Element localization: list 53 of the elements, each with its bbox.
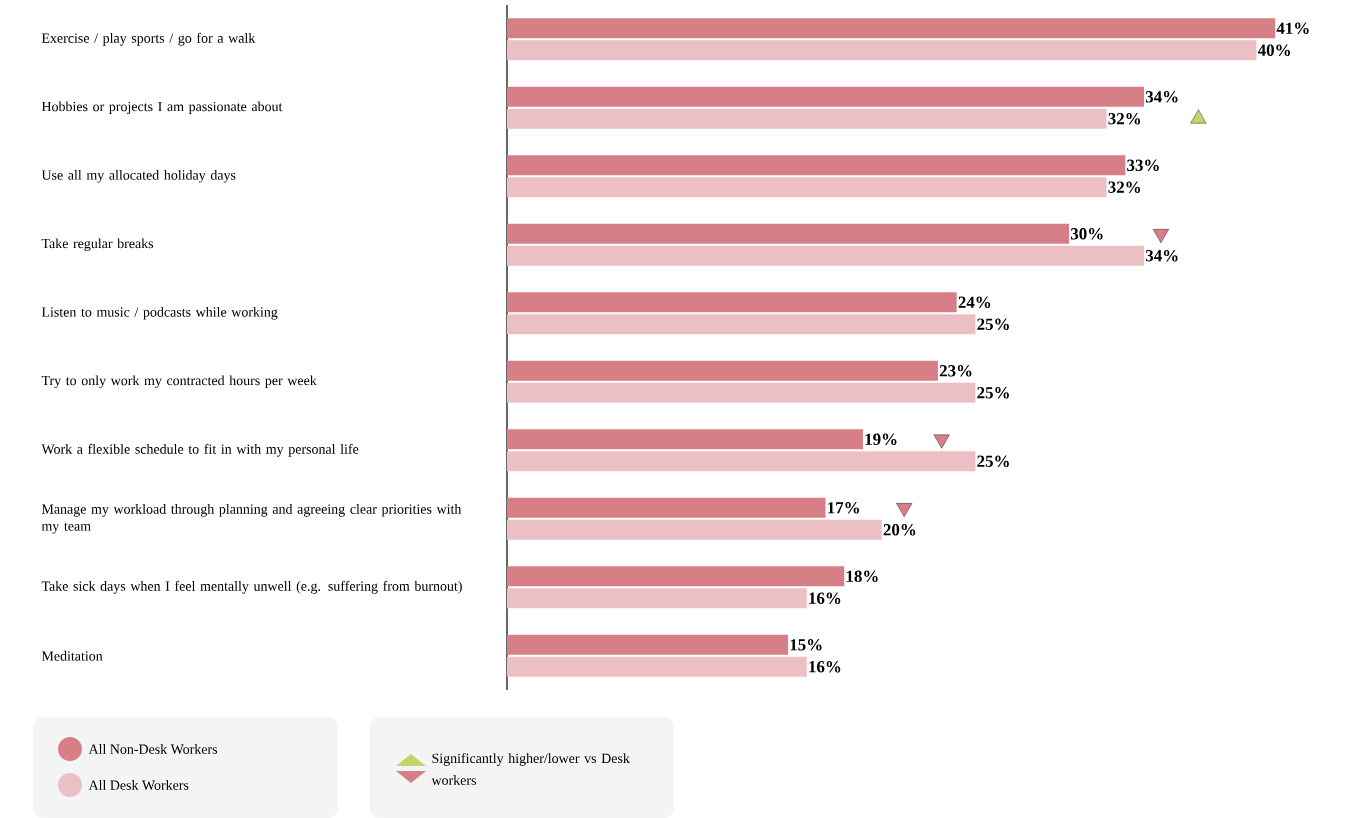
data-label: 16% [809, 660, 841, 673]
data-label: 15% [790, 639, 822, 651]
bar [507, 519, 882, 540]
bar [507, 223, 1070, 244]
data-label: 32% [1108, 181, 1141, 193]
bar [507, 314, 976, 335]
data-label: 34% [1145, 249, 1178, 262]
data-label: 24% [958, 296, 991, 309]
data-label: 32% [1108, 112, 1141, 125]
data-label: 20% [883, 523, 916, 536]
data-label: 18% [846, 570, 878, 583]
bar [507, 429, 863, 450]
data-label: 19% [865, 433, 897, 446]
bar [507, 108, 1107, 129]
data-label: 41% [1276, 22, 1309, 35]
y-tick-label: Listen to music / podcasts while working [41, 306, 278, 320]
bar [507, 245, 1145, 266]
legend-label: Significantly higher/lower vs Desk workers [431, 753, 630, 785]
bar [507, 86, 1145, 107]
data-label: 33% [1127, 159, 1159, 172]
bar [507, 360, 938, 381]
data-label: 25% [977, 455, 1009, 467]
y-tick-label: Manage my workload through planning and agreeing clear priorities with my team [41, 503, 462, 534]
bar [507, 451, 976, 472]
data-label: 40% [1257, 44, 1290, 56]
bar [507, 566, 845, 587]
y-tick-label: Try to only work my contracted hours per week [41, 375, 317, 389]
y-tick-label: Use all my allocated holiday days [41, 169, 236, 183]
bar [507, 177, 1107, 198]
data-label: 25% [977, 318, 1009, 330]
bar [507, 588, 807, 609]
y-tick-label: Take sick days when I feel mentally unwell (e.g. suffering from burnout) [41, 580, 462, 594]
bar [507, 40, 1257, 61]
data-label: 30% [1070, 228, 1103, 240]
y-tick-label: Hobbies or projects I am passionate about [41, 101, 283, 115]
legend-label: All Non-Desk Workers [88, 744, 218, 754]
bar [507, 634, 789, 655]
bar [507, 656, 807, 677]
data-label: 34% [1145, 91, 1178, 103]
bar [507, 292, 957, 313]
y-tick-label: Work a flexible schedule to fit in with my personal life [41, 443, 359, 457]
y-tick-label: Take regular breaks [41, 238, 154, 252]
y-tick-label: Meditation [41, 650, 103, 661]
bar [507, 155, 1126, 176]
data-label: 17% [828, 502, 859, 514]
y-tick-label: Exercise / play sports / go for a walk [41, 32, 256, 46]
data-label: 25% [977, 386, 1009, 399]
bar [507, 18, 1276, 39]
data-label: 16% [809, 592, 841, 604]
legend-label: All Desk Workers [88, 780, 189, 790]
bar [507, 497, 826, 518]
data-label: 23% [939, 365, 972, 377]
bar [507, 382, 976, 403]
